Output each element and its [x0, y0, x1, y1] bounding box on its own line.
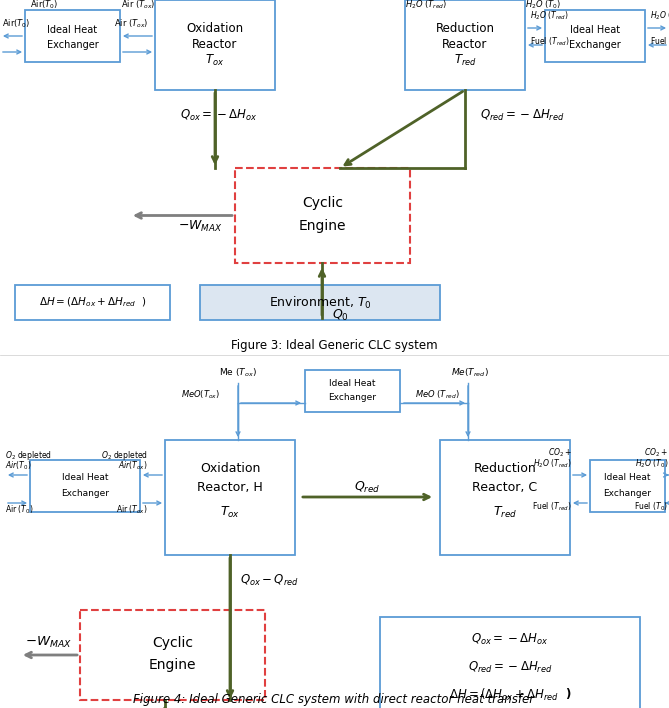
Text: Reactor: Reactor [442, 38, 488, 50]
Text: Air ($T_{ox}$): Air ($T_{ox}$) [120, 0, 155, 11]
Text: $Q_{red}$: $Q_{red}$ [355, 479, 381, 495]
Text: Ideal Heat: Ideal Heat [47, 25, 98, 35]
Text: Exchanger: Exchanger [328, 394, 377, 403]
Text: $Me(T_{red})$: $Me(T_{red})$ [451, 367, 489, 379]
Text: $Q_{ox} = -\Delta H_{ox}$: $Q_{ox} = -\Delta H_{ox}$ [180, 108, 257, 122]
Text: Exchanger: Exchanger [569, 40, 621, 50]
Text: $T_{ox}$: $T_{ox}$ [220, 504, 240, 520]
Text: $\Delta H = (\Delta H_{ox} + \Delta H_{red}$  ): $\Delta H = (\Delta H_{ox} + \Delta H_{r… [449, 687, 571, 703]
Bar [165, 440, 295, 555]
Text: $-W_{MAX}$: $-W_{MAX}$ [178, 219, 222, 234]
Bar [200, 285, 440, 320]
Text: Exchanger: Exchanger [47, 40, 98, 50]
Text: Reactor, H: Reactor, H [197, 481, 263, 494]
Text: Ideal Heat: Ideal Heat [604, 474, 651, 482]
Text: Ideal Heat: Ideal Heat [570, 25, 620, 35]
Text: Reduction: Reduction [474, 462, 537, 474]
Text: Engine: Engine [299, 219, 347, 233]
Text: $Q_{ox} - Q_{red}$: $Q_{ox} - Q_{red}$ [240, 573, 299, 588]
Text: Figure 4: Ideal Generic CLC system with direct reactor heat transfer: Figure 4: Ideal Generic CLC system with … [133, 694, 535, 707]
Bar [405, 0, 525, 90]
Text: $H_2O$ ($T_{red}$): $H_2O$ ($T_{red}$) [530, 9, 569, 22]
Text: $CO_2 +$: $CO_2 +$ [644, 447, 668, 459]
Text: $Q_0$: $Q_0$ [332, 308, 349, 323]
Text: Environment, $T_0$: Environment, $T_0$ [269, 295, 371, 311]
Text: Oxidation: Oxidation [200, 462, 260, 474]
Text: $Air(T_0)$: $Air(T_0)$ [5, 459, 31, 472]
Bar [305, 370, 400, 412]
Text: $Q_{red} = -\Delta H_{red}$: $Q_{red} = -\Delta H_{red}$ [468, 659, 553, 675]
Bar [25, 10, 120, 62]
Bar [440, 440, 570, 555]
Text: Figure 3: Ideal Generic CLC system: Figure 3: Ideal Generic CLC system [231, 338, 438, 351]
Text: $O_2$ depleted: $O_2$ depleted [101, 448, 148, 462]
Text: Reactor, C: Reactor, C [472, 481, 538, 494]
Text: $MeO$ ($T_{red}$): $MeO$ ($T_{red}$) [415, 389, 460, 401]
Text: Reduction: Reduction [436, 21, 494, 35]
Bar [30, 460, 140, 512]
Text: Air ($T_{ox}$): Air ($T_{ox}$) [116, 504, 148, 516]
Text: $\Delta H = (\Delta H_{ox} + \Delta H_{red}$  ): $\Delta H = (\Delta H_{ox} + \Delta H_{r… [39, 296, 146, 309]
Text: $H_2O$ ($T_0$): $H_2O$ ($T_0$) [525, 0, 561, 11]
Text: Oxidation: Oxidation [187, 21, 244, 35]
Text: Ideal Heat: Ideal Heat [62, 474, 108, 482]
Bar [235, 168, 410, 263]
Text: Fuel ($T_0$): Fuel ($T_0$) [634, 501, 668, 513]
Text: Exchanger: Exchanger [603, 489, 652, 498]
Text: $CO_2 +$: $CO_2 +$ [548, 447, 572, 459]
Bar [380, 617, 640, 708]
Text: Air($T_0$): Air($T_0$) [30, 0, 58, 11]
Text: $T_{ox}$: $T_{ox}$ [205, 52, 225, 67]
Text: $H_2O$ ($T_0$): $H_2O$ ($T_0$) [650, 9, 669, 22]
Text: $H_2O$ ($T_{red}$): $H_2O$ ($T_{red}$) [405, 0, 448, 11]
Text: $T_{red}$: $T_{red}$ [454, 52, 476, 67]
Text: $H_2O$ ($T_{red}$): $H_2O$ ($T_{red}$) [533, 458, 572, 470]
Text: Fuel ($T_{red}$): Fuel ($T_{red}$) [533, 501, 572, 513]
Text: $-W_{MAX}$: $-W_{MAX}$ [25, 635, 72, 650]
Text: $O_2$ depleted: $O_2$ depleted [5, 448, 52, 462]
Bar [155, 0, 275, 90]
Text: Air ($T_{ox}$): Air ($T_{ox}$) [114, 18, 148, 30]
Text: Fuel ($T_0$): Fuel ($T_0$) [650, 35, 669, 48]
Text: Air($T_0$): Air($T_0$) [2, 18, 30, 30]
Text: $Air(T_{ox})$: $Air(T_{ox})$ [118, 459, 148, 472]
Text: Engine: Engine [149, 658, 196, 672]
Bar [15, 285, 170, 320]
Text: Reactor: Reactor [192, 38, 237, 50]
Bar [80, 610, 265, 700]
Text: Exchanger: Exchanger [61, 489, 109, 498]
Text: $MeO(T_{ox})$: $MeO(T_{ox})$ [181, 389, 220, 401]
Text: Cyclic: Cyclic [152, 636, 193, 650]
Text: Me ($T_{ox}$): Me ($T_{ox}$) [219, 367, 257, 379]
Text: Fuel ($T_{red}$): Fuel ($T_{red}$) [530, 35, 569, 48]
Bar [545, 10, 645, 62]
Bar [590, 460, 665, 512]
Text: Air ($T_0$): Air ($T_0$) [5, 504, 33, 516]
Text: $Q_{red} = -\Delta H_{red}$: $Q_{red} = -\Delta H_{red}$ [480, 108, 565, 122]
Text: Cyclic: Cyclic [302, 196, 343, 210]
Text: $T_{red}$: $T_{red}$ [493, 504, 517, 520]
Text: Ideal Heat: Ideal Heat [329, 379, 376, 389]
Text: $H_2O$ ($T_0$): $H_2O$ ($T_0$) [635, 458, 668, 470]
Text: $Q_{ox} = -\Delta H_{ox}$: $Q_{ox} = -\Delta H_{ox}$ [472, 632, 549, 646]
